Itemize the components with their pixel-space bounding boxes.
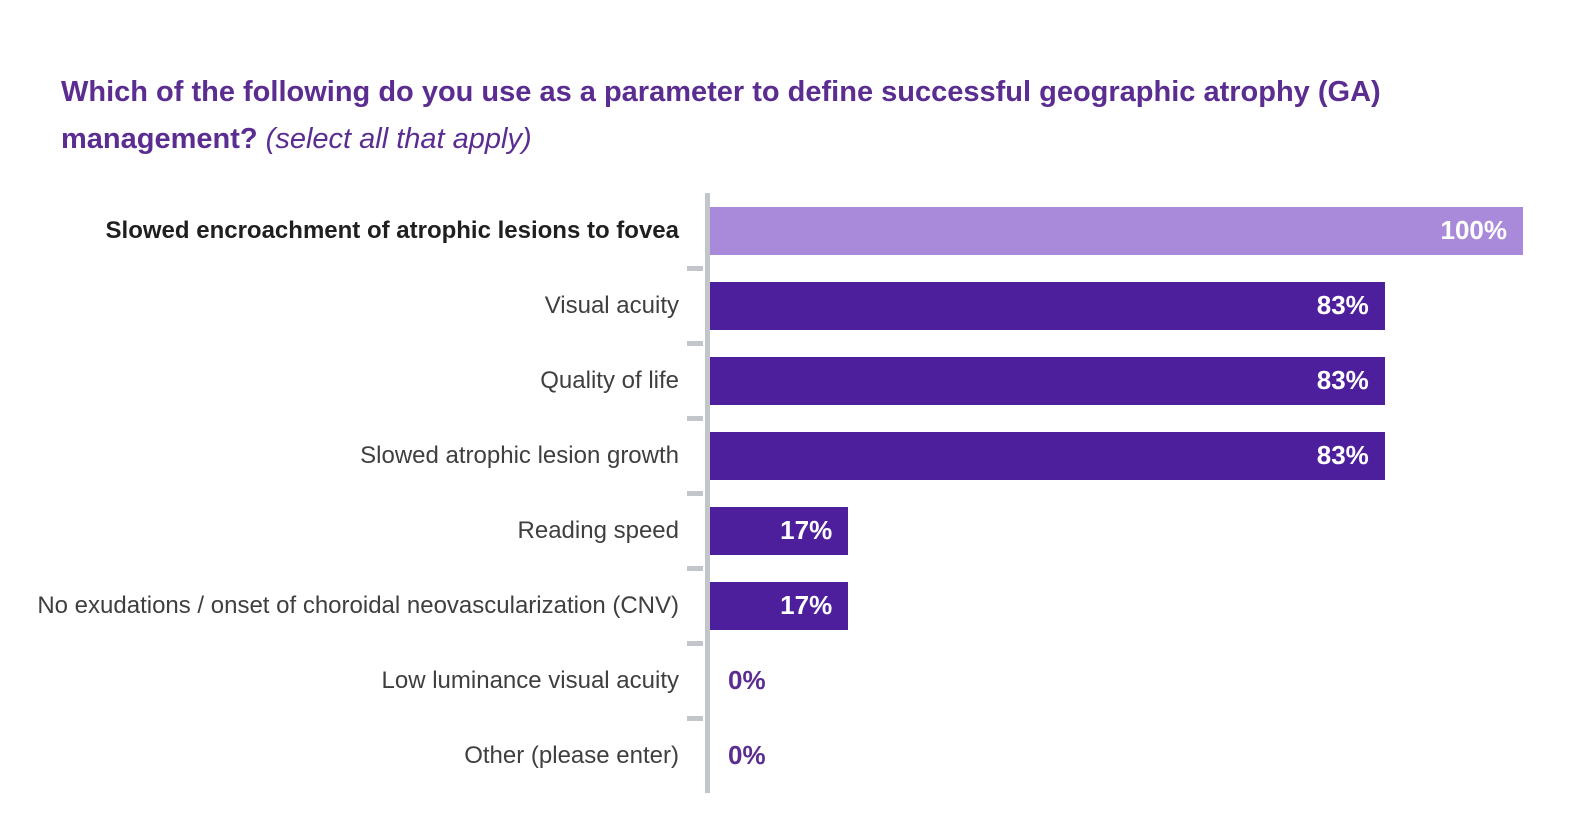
category-label: Visual acuity (544, 291, 679, 319)
bar: 83% (710, 431, 1385, 480)
category-label: Slowed encroachment of atrophic lesions … (105, 216, 679, 244)
category-label: Reading speed (517, 516, 679, 544)
chart-row: Quality of life 83% (0, 340, 1582, 418)
value-label: 0% (728, 665, 766, 695)
category-label: Other (please enter) (464, 741, 679, 769)
category-label: Low luminance visual acuity (381, 666, 679, 694)
value-label: 17% (780, 515, 833, 545)
chart-title-note: (select all that apply) (265, 123, 532, 156)
bar-track: 100% (705, 193, 1582, 268)
bar-track: 0% (705, 718, 1582, 793)
axis-tick (687, 715, 703, 721)
value-label: 83% (1316, 440, 1369, 470)
chart-row: Slowed atrophic lesion growth 83% (0, 415, 1582, 493)
axis-tick (687, 565, 703, 571)
bar-track: 17% (705, 493, 1582, 568)
chart-title: Which of the following do you use as a p… (61, 69, 1531, 163)
chart-title-main: Which of the following do you use as a p… (61, 76, 1381, 156)
bar-track: 0% (705, 643, 1582, 718)
chart-row: No exudations / onset of choroidal neova… (0, 565, 1582, 643)
axis-tick (687, 265, 703, 271)
bar-track: 17% (705, 568, 1582, 643)
chart-row: Visual acuity 83% (0, 265, 1582, 343)
bar: 17% (710, 506, 849, 555)
value-label: 83% (1316, 290, 1369, 320)
value-label: 17% (780, 590, 833, 620)
chart-row: Low luminance visual acuity 0% (0, 640, 1582, 718)
bar-chart: Slowed encroachment of atrophic lesions … (0, 193, 1582, 793)
bar-track: 83% (705, 343, 1582, 418)
bar: 83% (710, 356, 1385, 405)
axis-tick (687, 640, 703, 646)
value-label: 0% (728, 740, 766, 770)
category-label: Slowed atrophic lesion growth (360, 441, 679, 469)
bar: 83% (710, 281, 1385, 330)
value-label: 100% (1440, 215, 1508, 245)
axis-tick (687, 490, 703, 496)
value-label: 83% (1316, 365, 1369, 395)
chart-row: Reading speed 17% (0, 490, 1582, 568)
axis-tick (687, 415, 703, 421)
bar: 100% (710, 206, 1523, 255)
chart-row: Other (please enter) 0% (0, 715, 1582, 793)
bar-track: 83% (705, 268, 1582, 343)
category-label: No exudations / onset of choroidal neova… (37, 591, 679, 619)
category-label: Quality of life (540, 366, 679, 394)
bar: 17% (710, 581, 849, 630)
chart-row: Slowed encroachment of atrophic lesions … (0, 193, 1582, 268)
axis-tick (687, 340, 703, 346)
bar-track: 83% (705, 418, 1582, 493)
